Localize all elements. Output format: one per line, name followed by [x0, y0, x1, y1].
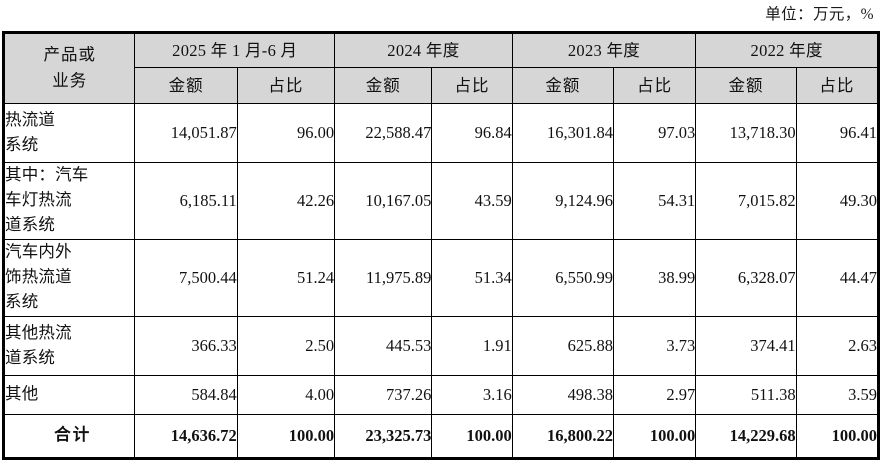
header-period-2023: 2023 年度	[511, 31, 697, 68]
header-share-2023: 占比	[613, 66, 697, 104]
cell-amount: 22,588.47	[334, 102, 433, 163]
row-label-line: 其他	[5, 384, 39, 404]
cell-share: 3.59	[795, 374, 880, 415]
cell-share: 97.03	[613, 102, 697, 163]
cell-share: 3.73	[613, 315, 697, 376]
total-amount: 23,325.73	[334, 413, 433, 459]
header-period-2022: 2022 年度	[695, 31, 879, 68]
row-label-line: 其中：汽车	[5, 165, 89, 185]
cell-share: 49.30	[795, 161, 880, 240]
cell-share: 51.34	[431, 238, 513, 317]
row-label-others: 其他	[2, 374, 136, 415]
header-period-2024: 2024 年度	[334, 31, 513, 68]
cell-amount: 366.33	[134, 315, 238, 376]
cell-amount: 584.84	[134, 374, 238, 415]
row-label-line: 车灯热流	[5, 190, 72, 210]
cell-amount: 6,328.07	[695, 238, 797, 317]
header-stub-line-1: 产品或	[43, 45, 96, 65]
cell-share: 38.99	[613, 238, 697, 317]
revenue-breakdown-table: 产品或 业务 2025 年 1 月-6 月 2024 年度 2023 年度 20…	[2, 30, 880, 460]
cell-amount: 737.26	[334, 374, 433, 415]
total-share: 100.00	[613, 413, 697, 459]
cell-share: 96.41	[795, 102, 880, 163]
header-stub-product-or-business: 产品或 业务	[2, 31, 136, 104]
header-amount-2022: 金额	[695, 66, 797, 104]
cell-amount: 14,051.87	[134, 102, 238, 163]
row-label-line: 其他热流	[5, 322, 72, 342]
row-label-automotive-lamp-hot-runner: 其中：汽车 车灯热流 道系统	[2, 161, 136, 240]
row-label-line: 道系统	[5, 347, 56, 367]
cell-share: 96.00	[236, 102, 336, 163]
cell-amount: 445.53	[334, 315, 433, 376]
header-amount-2023: 金额	[511, 66, 615, 104]
table-row: 热流道 系统 14,051.87 96.00 22,588.47 96.84 1…	[2, 102, 880, 163]
table-row: 汽车内外 饰热流道 系统 7,500.44 51.24 11,975.89 51…	[2, 238, 880, 317]
total-amount: 16,800.22	[511, 413, 615, 459]
cell-share: 2.97	[613, 374, 697, 415]
table-total-row: 合计 14,636.72 100.00 23,325.73 100.00 16,…	[2, 413, 880, 459]
cell-amount: 16,301.84	[511, 102, 615, 163]
cell-share: 51.24	[236, 238, 336, 317]
row-label-line: 热流道	[5, 109, 56, 129]
cell-share: 1.91	[431, 315, 513, 376]
row-label-line: 道系统	[5, 214, 56, 234]
cell-amount: 511.38	[695, 374, 797, 415]
cell-share: 4.00	[236, 374, 336, 415]
cell-share: 43.59	[431, 161, 513, 240]
total-share: 100.00	[431, 413, 513, 459]
row-label-line: 系统	[5, 291, 39, 311]
row-label-total: 合计	[2, 413, 136, 459]
header-amount-2024: 金额	[334, 66, 433, 104]
row-label-line: 系统	[5, 134, 39, 154]
header-amount-2025h1: 金额	[134, 66, 238, 104]
cell-amount: 625.88	[511, 315, 615, 376]
cell-amount: 7,015.82	[695, 161, 797, 240]
cell-share: 54.31	[613, 161, 697, 240]
cell-share: 3.16	[431, 374, 513, 415]
cell-share: 96.84	[431, 102, 513, 163]
total-amount: 14,229.68	[695, 413, 797, 459]
cell-share: 2.63	[795, 315, 880, 376]
cell-amount: 9,124.96	[511, 161, 615, 240]
row-label-automotive-interior-exterior-hot-runner: 汽车内外 饰热流道 系统	[2, 238, 136, 317]
cell-share: 42.26	[236, 161, 336, 240]
cell-amount: 374.41	[695, 315, 797, 376]
cell-amount: 11,975.89	[334, 238, 433, 317]
row-label-line: 饰热流道	[5, 267, 72, 287]
header-share-2024: 占比	[431, 66, 513, 104]
total-share: 100.00	[795, 413, 880, 459]
row-label-other-hot-runner-systems: 其他热流 道系统	[2, 315, 136, 376]
header-stub-line-2: 业务	[52, 71, 88, 90]
cell-share: 44.47	[795, 238, 880, 317]
header-share-2022: 占比	[795, 66, 880, 104]
table-row: 其中：汽车 车灯热流 道系统 6,185.11 42.26 10,167.05 …	[2, 161, 880, 240]
table-header-row-periods: 产品或 业务 2025 年 1 月-6 月 2024 年度 2023 年度 20…	[2, 31, 879, 104]
total-amount: 14,636.72	[134, 413, 238, 459]
total-share: 100.00	[236, 413, 336, 459]
cell-share: 2.50	[236, 315, 336, 376]
header-period-2025h1: 2025 年 1 月-6 月	[134, 31, 336, 68]
cell-amount: 7,500.44	[134, 238, 238, 317]
unit-note: 单位：万元，%	[765, 6, 874, 23]
cell-amount: 10,167.05	[334, 161, 433, 240]
cell-amount: 6,185.11	[134, 161, 238, 240]
header-share-2025h1: 占比	[236, 66, 336, 104]
cell-amount: 498.38	[511, 374, 615, 415]
cell-amount: 13,718.30	[695, 102, 797, 163]
table-row: 其他热流 道系统 366.33 2.50 445.53 1.91 625.88 …	[2, 315, 880, 376]
table-row: 其他 584.84 4.00 737.26 3.16 498.38 2.97 5…	[2, 374, 880, 415]
row-label-hot-runner-system: 热流道 系统	[2, 102, 136, 163]
cell-amount: 6,550.99	[511, 238, 615, 317]
table-header-row-metrics: 金额 占比 金额 占比 金额 占比 金额 占比	[4, 66, 880, 104]
row-label-line: 汽车内外	[5, 242, 72, 262]
